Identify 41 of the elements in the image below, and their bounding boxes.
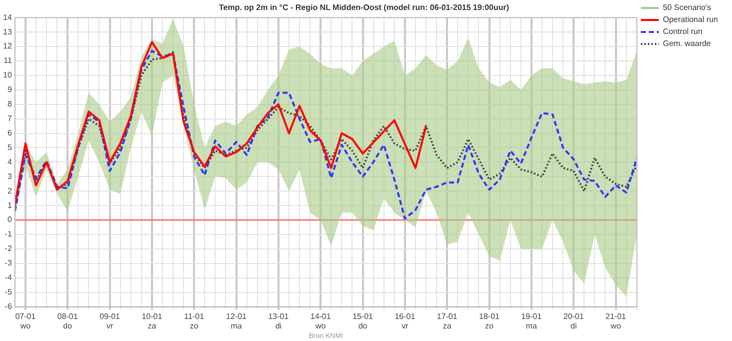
y-tick-label: -2 <box>4 244 12 254</box>
y-tick-label: 5 <box>7 142 12 152</box>
x-tick-label: 14-01 wo <box>310 312 332 330</box>
x-tick-label: 09-01 vr <box>100 312 121 330</box>
y-tick-label: 2 <box>7 186 12 196</box>
y-tick-label: -1 <box>4 230 12 239</box>
x-tick-label: 13-01 di <box>268 312 290 330</box>
x-tick-label: 17-01 za <box>436 312 458 330</box>
x-tick-label: 12-01 ma <box>226 312 248 330</box>
y-tick-label: 12 <box>2 42 12 51</box>
x-tick-label: 15-01 do <box>352 312 374 330</box>
y-tick-label: -3 <box>4 258 12 268</box>
x-tick-label: 19-01 ma <box>521 312 542 330</box>
y-tick-label: 13 <box>2 27 12 36</box>
y-tick-label: 11 <box>4 56 12 66</box>
x-tick-label: 08-01 do <box>57 312 78 330</box>
y-tick-label: 10 <box>2 70 12 80</box>
x-tick-label: 20-01 di <box>563 312 584 330</box>
y-tick-label: 3 <box>7 172 12 181</box>
x-tick-label: 16-01 vr <box>394 312 416 330</box>
chart-title: Temp. op 2m in °C - Regio NL Midden-Oost (model run: 06-01-2015 19:00uur) <box>218 3 510 12</box>
y-tick-label: 14 <box>2 12 12 22</box>
y-tick-label: -4 <box>4 273 12 282</box>
y-tick-label: -5 <box>4 288 12 297</box>
x-tick-label: 11-01 zo <box>184 312 205 330</box>
y-tick-label: -6 <box>4 302 12 312</box>
legend-label: 50 Scenario's <box>662 3 712 12</box>
x-tick-label: 10-01 za <box>142 312 163 330</box>
y-tick-label: 7 <box>7 114 12 124</box>
y-tick-label: 4 <box>7 157 12 166</box>
legend-label: Operational run <box>662 15 718 24</box>
x-tick-label: 07-01 wo <box>15 312 36 330</box>
y-tick-label: 6 <box>7 128 12 138</box>
y-tick-label: 8 <box>7 100 12 109</box>
x-tick-label: 18-01 zo <box>479 312 500 330</box>
x-tick-label: 21-01 wo <box>606 312 627 330</box>
legend-label: Gem. waarde <box>662 39 712 48</box>
y-tick-label: 9 <box>7 85 12 94</box>
legend-label: Control run <box>662 27 702 36</box>
y-tick-label: 0 <box>7 215 12 224</box>
y-tick-label: 1 <box>7 200 12 210</box>
